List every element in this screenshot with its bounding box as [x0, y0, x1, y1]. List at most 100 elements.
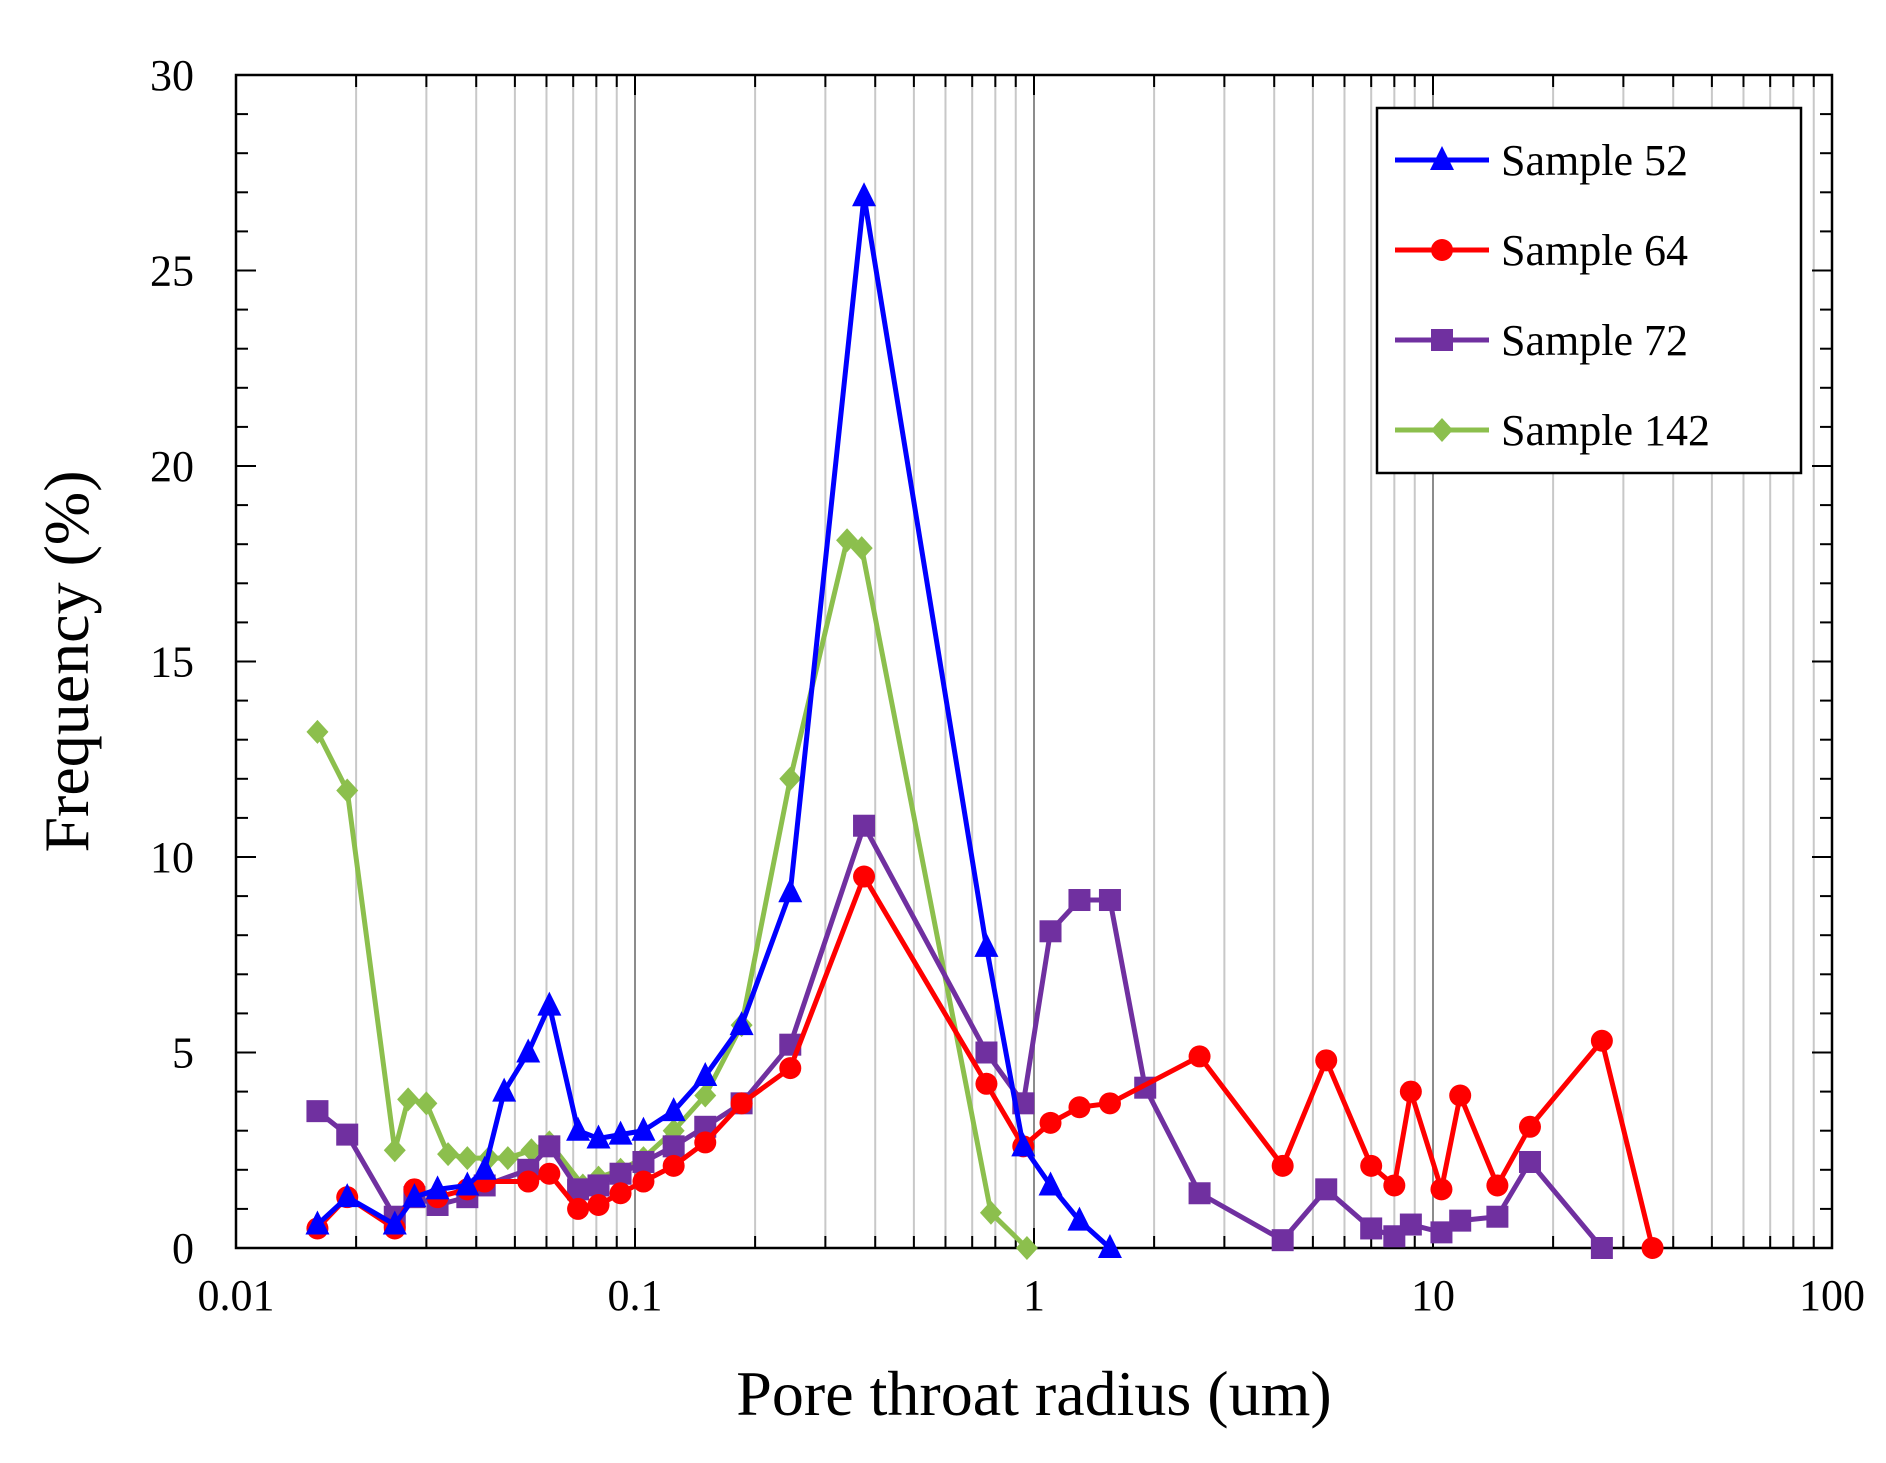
- data-point: [402, 1183, 427, 1208]
- data-point: [609, 1182, 632, 1205]
- legend-marker: [1430, 146, 1454, 170]
- data-point: [1015, 1236, 1038, 1260]
- data-point: [382, 1210, 407, 1235]
- data-point: [397, 1087, 420, 1112]
- legend-item: Sample 72: [1395, 316, 1688, 365]
- data-point: [336, 1123, 359, 1146]
- legend-item: Sample 142: [1395, 406, 1710, 455]
- x-tick-label: 0.01: [198, 1271, 275, 1320]
- legend-label: Sample 52: [1501, 136, 1688, 185]
- data-point: [1430, 1178, 1453, 1201]
- y-tick-label: 0: [172, 1224, 194, 1273]
- data-point: [661, 1097, 686, 1122]
- data-point: [694, 1115, 717, 1138]
- data-point: [608, 1120, 633, 1145]
- data-point: [1188, 1045, 1211, 1068]
- data-point: [517, 1170, 540, 1193]
- data-point: [693, 1061, 718, 1086]
- data-point: [729, 1011, 754, 1036]
- data-point: [455, 1171, 480, 1196]
- data-point: [456, 1146, 479, 1171]
- data-point: [632, 1150, 655, 1173]
- data-point: [1098, 1092, 1121, 1115]
- data-point: [496, 1146, 519, 1171]
- series-sample-52: [305, 182, 1122, 1258]
- legend: Sample 52 Sample 64 Sample 72 Sample 142: [1375, 106, 1803, 475]
- data-point: [1399, 1080, 1422, 1103]
- x-tick-label: 1: [1023, 1271, 1045, 1320]
- data-point: [336, 778, 359, 803]
- data-point: [694, 1131, 717, 1154]
- legend-label: Sample 64: [1501, 226, 1688, 275]
- legend-label: Sample 142: [1501, 406, 1710, 455]
- data-point: [587, 1193, 610, 1216]
- data-point: [472, 1155, 497, 1180]
- data-point: [1383, 1225, 1406, 1248]
- data-point: [587, 1174, 610, 1197]
- data-point: [538, 1135, 561, 1158]
- y-tick-label: 10: [150, 833, 194, 882]
- data-point: [609, 1162, 632, 1185]
- data-point: [979, 1200, 1002, 1225]
- data-point: [1518, 1150, 1541, 1173]
- data-point: [492, 1077, 517, 1102]
- data-point: [1518, 1115, 1541, 1138]
- data-point: [1315, 1178, 1338, 1201]
- data-point: [850, 536, 873, 561]
- data-point: [632, 1170, 655, 1193]
- data-point: [415, 1091, 438, 1116]
- legend-items: Sample 52 Sample 64 Sample 72 Sample 142: [1395, 136, 1710, 455]
- data-point: [730, 1092, 753, 1115]
- data-point: [1039, 1111, 1062, 1134]
- tick-layer: 0.01 0.1 1 10 100 0 5 10 15 20 25 30: [150, 51, 1865, 1320]
- data-point: [1271, 1154, 1294, 1177]
- data-point: [305, 1210, 330, 1235]
- data-point: [1315, 1049, 1338, 1072]
- data-point: [335, 1183, 360, 1208]
- data-point: [306, 719, 329, 744]
- data-point: [779, 766, 802, 791]
- data-point: [437, 1142, 460, 1167]
- x-axis-title: Pore throat radius (um): [736, 1358, 1331, 1429]
- data-point: [566, 1116, 591, 1141]
- data-point: [516, 1038, 541, 1063]
- series-layer: [305, 182, 1664, 1260]
- data-point: [520, 1138, 543, 1163]
- data-point: [1188, 1182, 1211, 1205]
- y-tick-label: 5: [172, 1029, 194, 1078]
- data-point: [537, 991, 562, 1016]
- data-point: [567, 1197, 590, 1220]
- data-point: [1590, 1029, 1613, 1052]
- data-point: [425, 1175, 450, 1200]
- legend-marker: [1431, 329, 1453, 351]
- data-point: [1271, 1229, 1294, 1252]
- data-point: [1360, 1154, 1383, 1177]
- y-tick-label: 15: [150, 638, 194, 687]
- data-point: [974, 932, 999, 957]
- data-point: [631, 1116, 656, 1141]
- data-point: [1360, 1217, 1383, 1240]
- data-point: [1097, 1234, 1122, 1258]
- data-point: [1486, 1205, 1509, 1228]
- data-point: [975, 1072, 998, 1095]
- data-point: [853, 814, 876, 837]
- data-point: [586, 1124, 611, 1149]
- data-point: [694, 1083, 717, 1108]
- y-tick-label: 30: [150, 51, 194, 100]
- data-point: [538, 1162, 561, 1185]
- data-point: [383, 1138, 406, 1163]
- x-tick-label: 0.1: [608, 1271, 663, 1320]
- data-point: [853, 865, 876, 888]
- data-point: [1449, 1084, 1472, 1107]
- data-point: [1039, 920, 1062, 943]
- data-point: [1038, 1171, 1063, 1196]
- data-point: [567, 1178, 590, 1201]
- legend-label: Sample 72: [1501, 316, 1688, 365]
- data-point: [1383, 1174, 1406, 1197]
- x-tick-label: 100: [1799, 1271, 1865, 1320]
- data-point: [662, 1135, 685, 1158]
- data-point: [1486, 1174, 1509, 1197]
- data-point: [852, 182, 877, 207]
- data-point: [1399, 1213, 1422, 1236]
